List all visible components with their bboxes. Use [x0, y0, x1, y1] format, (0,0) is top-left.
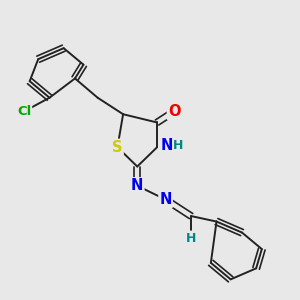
Text: N: N — [159, 192, 172, 207]
Text: N: N — [161, 138, 173, 153]
Text: S: S — [112, 140, 123, 155]
Text: N: N — [131, 178, 143, 193]
Text: H: H — [173, 140, 184, 152]
Text: O: O — [168, 104, 180, 119]
Text: H: H — [186, 232, 196, 244]
Text: Cl: Cl — [17, 105, 31, 118]
